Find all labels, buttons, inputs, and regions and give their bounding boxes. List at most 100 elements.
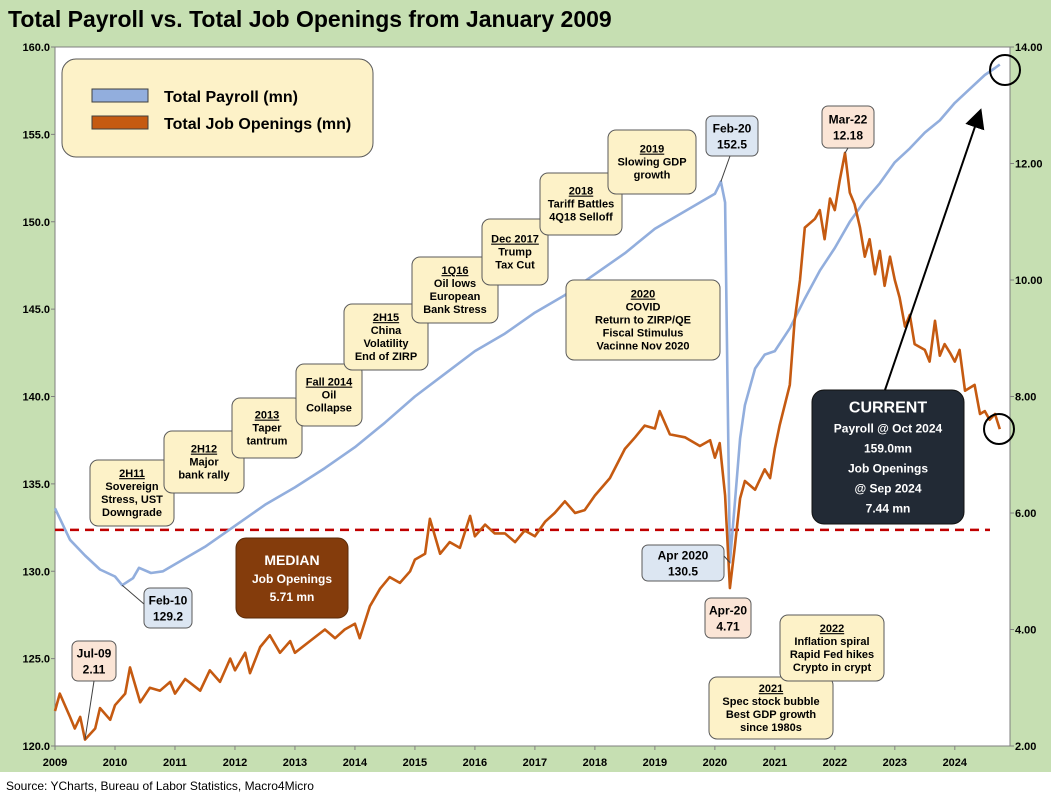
- y-left-tick-label: 150.0: [22, 217, 50, 229]
- x-tick-label: 2021: [763, 757, 787, 769]
- circle-payroll-end: [989, 54, 1021, 86]
- legend-label-payroll: Total Payroll (mn): [164, 89, 298, 106]
- ann-2018-line: 4Q18 Selloff: [549, 212, 613, 224]
- x-tick-label: 2014: [343, 757, 368, 769]
- call-apr20-line: 4.71: [716, 619, 740, 633]
- chart-title: Total Payroll vs. Total Job Openings fro…: [8, 6, 612, 32]
- call-feb20-line: Feb-20: [713, 121, 752, 135]
- current-box-line: 159.0mn: [864, 442, 912, 456]
- ann-2h15-line: 2H15: [373, 312, 399, 324]
- title-bar: [0, 0, 1051, 40]
- x-tick-label: 2013: [283, 757, 307, 769]
- circle-openings-end: [983, 413, 1015, 445]
- ann-fall2014-line: Collapse: [306, 403, 352, 415]
- ann-2018-line: Tariff Battles: [548, 199, 614, 211]
- call-apr2020-bg: [641, 544, 725, 582]
- x-tick-label: 2012: [223, 757, 247, 769]
- ann-2019-line: growth: [634, 170, 671, 182]
- current-box-line: @ Sep 2024: [854, 482, 921, 496]
- y-left-tick-label: 135.0: [22, 479, 50, 491]
- call-feb20: Feb-20 152.5: [705, 115, 759, 157]
- x-tick-label: 2019: [643, 757, 667, 769]
- call-jul09-line: Jul-09: [77, 646, 112, 660]
- current-box: CURRENT Payroll @ Oct 2024 159.0mn Job Open…: [811, 389, 965, 525]
- call-apr20-line: Apr-20: [709, 603, 747, 617]
- axes: 120.0 125.0 130.0 135.0 140.0 145.0 150.0 155.0…: [22, 42, 1042, 769]
- y-left-tick-label: 145.0: [22, 304, 50, 316]
- ann-2013-line: tantrum: [247, 436, 288, 448]
- ann-2h12-line: 2H12: [191, 444, 217, 456]
- source-note: Source: YCharts, Bureau of Labor Statist…: [6, 779, 314, 793]
- ann-1q16-line: Oil lows: [434, 278, 476, 290]
- call-apr2020-line: Apr 2020: [658, 548, 709, 562]
- call-apr2020: Apr 2020 130.5: [641, 544, 725, 582]
- ann-2h15-line: China: [371, 325, 402, 337]
- current-box-line: 7.44 mn: [866, 502, 911, 516]
- current-box-line: Payroll @ Oct 2024: [834, 422, 943, 436]
- x-tick-label: 2018: [583, 757, 607, 769]
- ann-2020-line: Fiscal Stimulus: [603, 328, 684, 340]
- ann-dec2017-line: Dec 2017: [491, 234, 539, 246]
- ann-2021-bg: [708, 676, 834, 740]
- legend-swatch-payroll: [91, 88, 149, 103]
- legend-label-openings: Total Job Openings (mn): [164, 116, 351, 133]
- ann-2022-bg: [779, 614, 885, 682]
- ann-1q16-line: European: [430, 291, 481, 303]
- series-line-payroll: [53, 63, 1001, 587]
- ann-2h11-line: Sovereign: [105, 481, 158, 493]
- ann-2022-line: 2022: [820, 623, 844, 635]
- series-line-openings: [53, 151, 1002, 741]
- x-tick-label: 2009: [43, 757, 67, 769]
- x-tick-label: 2023: [883, 757, 907, 769]
- leader-feb20: [720, 155, 731, 182]
- call-mar22-line: Mar-22: [829, 112, 868, 126]
- ann-2h11-line: Stress, UST: [101, 494, 163, 506]
- ann-2h15-bg: [343, 303, 429, 371]
- ann-1q16-line: Bank Stress: [423, 304, 487, 316]
- ann-2019-line: Slowing GDP: [617, 157, 686, 169]
- call-feb10-bg: [143, 587, 193, 629]
- ann-2h15-line: End of ZIRP: [355, 351, 417, 363]
- leader-jul09: [84, 680, 95, 740]
- ann-fall2014-line: Oil: [322, 390, 337, 402]
- median-box-line: Job Openings: [252, 572, 332, 586]
- x-tick-label: 2015: [403, 757, 427, 769]
- call-jul09: Jul-09 2.11: [71, 640, 117, 682]
- call-apr20: Apr-20 4.71: [704, 597, 752, 639]
- y-left-tick-label: 160.0: [22, 42, 50, 54]
- ann-2019-line: 2019: [640, 144, 664, 156]
- ann-2022-line: Rapid Fed hikes: [790, 649, 874, 661]
- ann-2h12-bg: [163, 430, 245, 494]
- ann-2021-line: Spec stock bubble: [722, 696, 819, 708]
- ann-2013-bg: [231, 397, 303, 459]
- ann-2013-line: Taper: [252, 423, 282, 435]
- y-right-tick-label: 2.00: [1015, 741, 1036, 753]
- median-box-line: MEDIAN: [264, 552, 319, 568]
- current-box-line: Job Openings: [848, 462, 928, 476]
- ann-2h12-line: Major: [189, 457, 219, 469]
- ann-2h15-line: Volatility: [363, 338, 409, 350]
- ann-2020-bg: [565, 279, 721, 361]
- ann-2020-line: COVID: [626, 302, 661, 314]
- ann-2021-line: Best GDP growth: [726, 709, 817, 721]
- ann-dec2017-bg: [481, 218, 549, 286]
- legend-bg: [61, 58, 374, 158]
- ann-2021-line: 2021: [759, 683, 783, 695]
- leader-feb10: [121, 584, 145, 605]
- y-right-tick-label: 10.00: [1015, 275, 1043, 287]
- median-box-line: 5.71 mn: [270, 590, 315, 604]
- ann-2020-line: 2020: [631, 289, 655, 301]
- legend-swatch-openings: [91, 115, 149, 130]
- y-left-tick-label: 125.0: [22, 654, 50, 666]
- x-tick-label: 2017: [523, 757, 547, 769]
